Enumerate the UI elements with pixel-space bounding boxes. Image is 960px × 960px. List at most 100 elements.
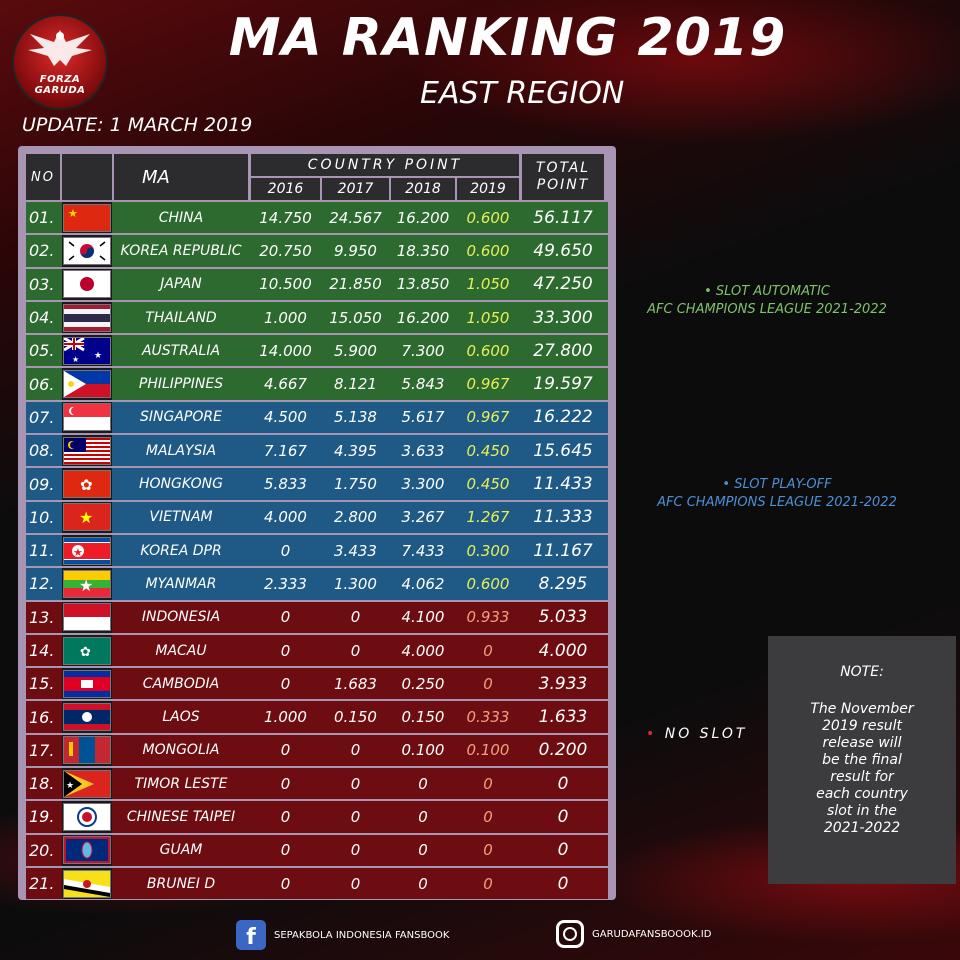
philippines-flag-icon: [63, 370, 111, 399]
points-2017: 21.850: [322, 268, 389, 300]
ma-name: HONGKONG: [114, 468, 248, 500]
svg-text:★: ★: [72, 355, 79, 364]
points-2019: 0.967: [457, 401, 519, 434]
total-point: 0: [522, 801, 604, 833]
flag-cell: [62, 601, 112, 633]
points-2017: 0: [322, 634, 389, 667]
note-line: result for: [830, 769, 894, 785]
page-subtitle: EAST REGION: [420, 76, 625, 111]
flag-cell: ✿: [62, 468, 112, 500]
table-row: 13. INDONESIA 0 0 4.100 0.933 5.033: [26, 601, 608, 633]
ma-name: AUSTRALIA: [114, 335, 248, 367]
points-2018: 0.150: [391, 701, 455, 733]
header-total-line1: TOTAL: [535, 160, 591, 176]
total-point: 27.800: [522, 335, 604, 367]
points-2016: 0: [251, 534, 320, 567]
table-row: 20. GUAM 0 0 0 0 0: [26, 834, 608, 866]
ranking-table: NO MA COUNTRY POINT 2016 2017 2018 2019 …: [18, 146, 616, 900]
table-row: 19. CHINESE TAIPEI 0 0 0 0 0: [26, 801, 608, 833]
points-2019: 0.600: [457, 568, 519, 600]
rank-number: 02.: [26, 235, 63, 267]
ma-name: JAPAN: [114, 268, 248, 300]
points-2016: 4.500: [251, 401, 320, 434]
note-line: slot in the: [827, 803, 897, 819]
ma-name: VIETNAM: [114, 501, 248, 533]
points-2016: 0: [251, 867, 320, 900]
flag-cell: ★: [62, 202, 112, 234]
points-2018: 0: [391, 867, 455, 900]
table-row: 09. ✿ HONGKONG 5.833 1.750 3.300 0.450 11.433: [26, 468, 608, 500]
points-2019: 0.600: [457, 235, 519, 267]
myanmar-flag-icon: ★: [63, 569, 111, 598]
ma-name: PHILIPPINES: [114, 368, 248, 400]
rank-number: 06.: [26, 368, 63, 400]
points-2019: 0.333: [457, 701, 519, 733]
guam-flag-icon: [63, 836, 111, 865]
points-2019: 0.450: [457, 468, 519, 500]
note-line: 2021-2022: [823, 820, 901, 836]
legend-slot-playoff: • SLOT PLAY-OFF AFC CHAMPIONS LEAGUE 202…: [646, 476, 908, 512]
points-2016: 0: [251, 834, 320, 866]
points-2017: 4.395: [322, 435, 389, 467]
points-2017: 24.567: [322, 202, 389, 234]
total-point: 0: [522, 867, 604, 900]
table-row: 11. ★ KOREA DPR 0 3.433 7.433 0.300 11.167: [26, 534, 608, 567]
points-2018: 0.100: [391, 734, 455, 767]
indonesia-flag-icon: [63, 603, 111, 632]
footer-instagram[interactable]: GARUDAFANSBOOOK.ID: [556, 920, 711, 948]
header-no: NO: [26, 154, 60, 200]
total-point: 19.597: [522, 368, 604, 400]
rank-number: 01.: [26, 202, 63, 234]
facebook-page-name: SEPAKBOLA INDONESIA FANSBOOK: [274, 929, 450, 941]
total-point: 47.250: [522, 268, 604, 300]
table-row: 17. MONGOLIA 0 0 0.100 0.100 0.200: [26, 734, 608, 767]
cambodia-flag-icon: [63, 669, 111, 698]
points-2017: 1.750: [322, 468, 389, 500]
ma-name: MYANMAR: [114, 568, 248, 600]
ma-name: BRUNEI D: [114, 867, 248, 900]
points-2018: 4.000: [391, 634, 455, 667]
points-2016: 2.333: [251, 568, 320, 600]
points-2018: 3.267: [391, 501, 455, 533]
points-2018: 7.433: [391, 534, 455, 567]
points-2019: 0: [457, 834, 519, 866]
rank-number: 09.: [26, 468, 63, 500]
points-2019: 0.100: [457, 734, 519, 767]
table-row: 08. MALAYSIA 7.167 4.395 3.633 0.450 15.645: [26, 435, 608, 467]
rank-number: 14.: [26, 634, 63, 667]
points-2016: 1.000: [251, 701, 320, 733]
flag-cell: ★: [62, 534, 112, 567]
instagram-handle: GARUDAFANSBOOOK.ID: [592, 928, 712, 940]
total-point: 56.117: [522, 202, 604, 234]
hongkong-flag-icon: ✿: [63, 470, 111, 499]
flag-cell: [62, 734, 112, 767]
footer-facebook[interactable]: f SEPAKBOLA INDONESIA FANSBOOK: [236, 920, 449, 950]
points-2017: 0: [322, 834, 389, 866]
points-2019: 0.600: [457, 202, 519, 234]
svg-text:★: ★: [79, 576, 93, 595]
rank-number: 18.: [26, 768, 63, 800]
legend-noslot-bullet: •: [646, 726, 658, 742]
note-body: The November 2019 result release will be th…: [768, 701, 956, 837]
points-2016: 1.000: [251, 301, 320, 334]
flag-cell: [62, 268, 112, 300]
points-2016: 0: [251, 734, 320, 767]
points-2017: 2.800: [322, 501, 389, 533]
points-2017: 0: [322, 867, 389, 900]
rank-number: 21.: [26, 867, 63, 900]
ma-name: CAMBODIA: [114, 668, 248, 700]
rank-number: 05.: [26, 335, 63, 367]
laos-flag-icon: [63, 703, 111, 732]
total-point: 0: [522, 768, 604, 800]
points-2018: 3.300: [391, 468, 455, 500]
points-2016: 0: [251, 601, 320, 633]
australia-flag-icon: ★ ★: [63, 336, 111, 365]
legend-noslot-text: NO SLOT: [664, 726, 748, 742]
points-2017: 5.138: [322, 401, 389, 434]
instagram-icon: [556, 920, 584, 948]
points-2018: 4.062: [391, 568, 455, 600]
legend-no-slot: • NO SLOT: [646, 725, 748, 743]
china-flag-icon: ★: [63, 203, 111, 232]
points-2019: 0: [457, 801, 519, 833]
